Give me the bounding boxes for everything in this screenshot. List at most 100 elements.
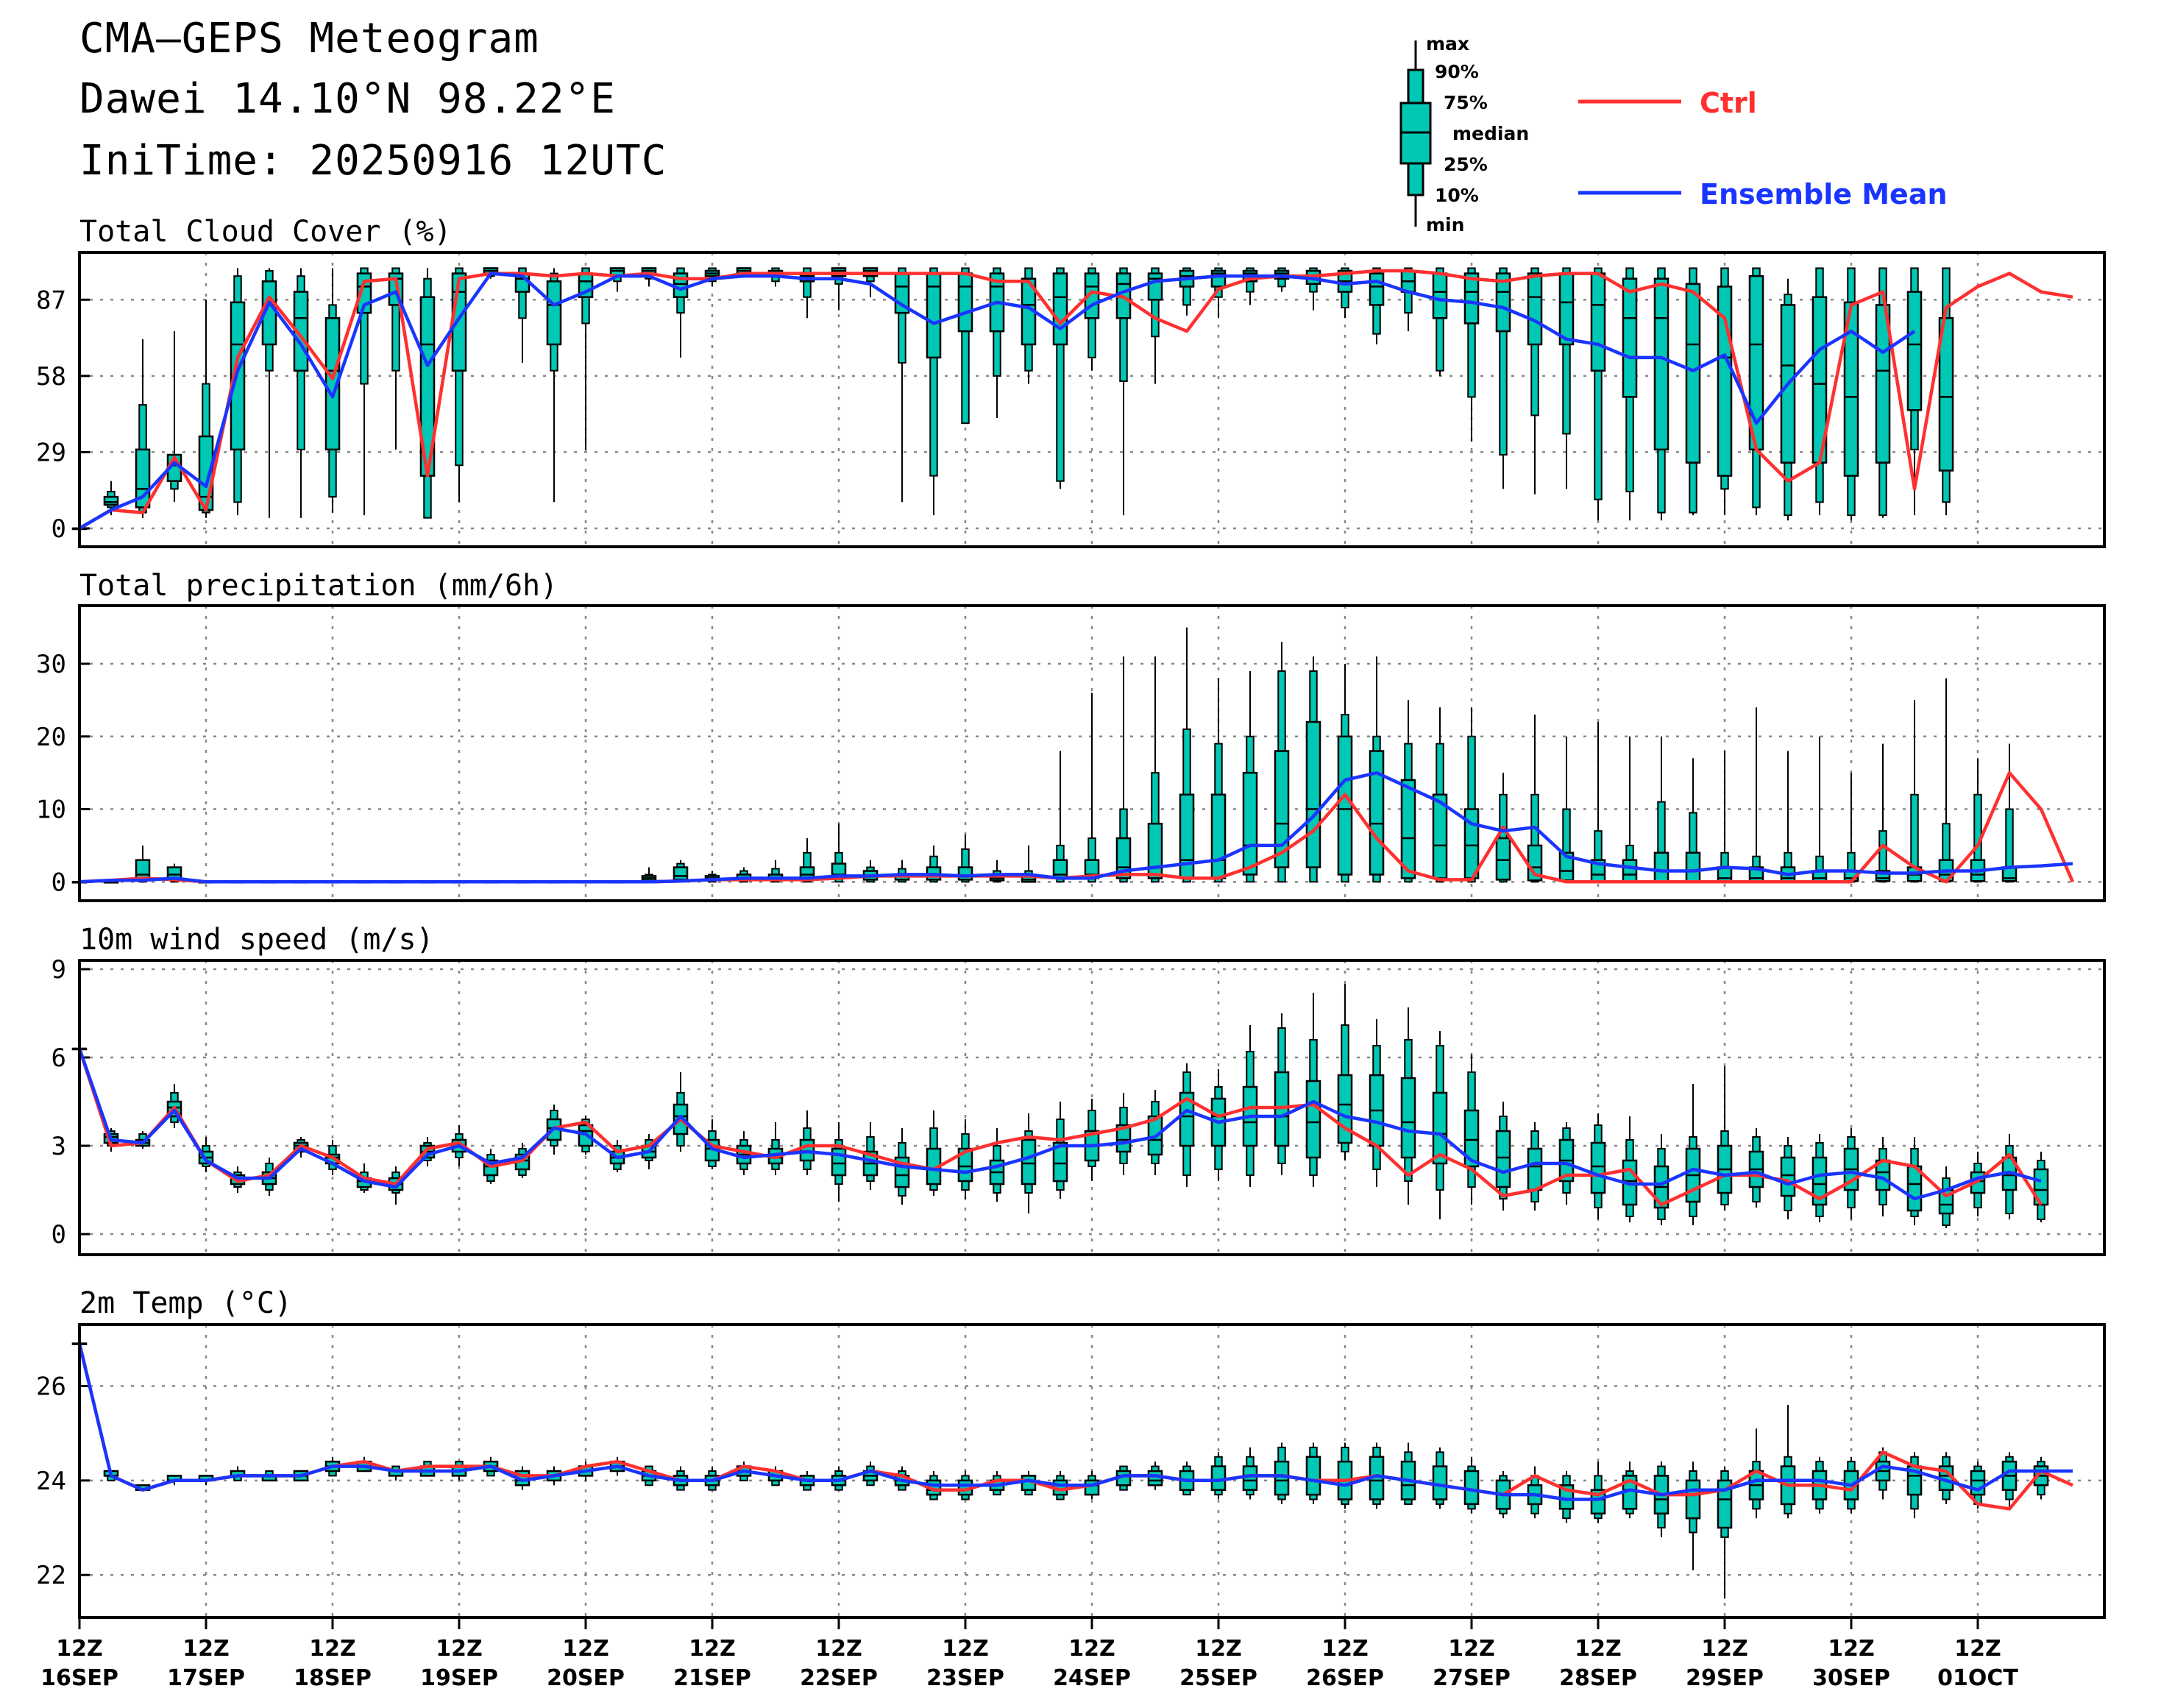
box-precip: [1558, 736, 1575, 883]
box-precip: [2001, 743, 2018, 883]
box-precip: [641, 867, 657, 883]
y-tick-label: 30: [36, 650, 66, 679]
box-cloud: [1115, 267, 1132, 516]
box-inner: [1906, 291, 1923, 411]
box-wind: [1305, 993, 1321, 1187]
box-inner: [1527, 1147, 1543, 1191]
box-outer: [961, 848, 970, 883]
panel-frame: [78, 251, 2106, 548]
box-inner: [1210, 793, 1227, 879]
box-temp: [1748, 1428, 1764, 1519]
box-cloud: [1432, 267, 1448, 376]
panel-cloud: 0 29 58 87: [36, 251, 2106, 548]
box-inner: [1590, 1141, 1606, 1194]
box-inner: [1147, 272, 1163, 301]
ensemble-mean-line-temp: [77, 1343, 2073, 1501]
box-precip: [1179, 627, 1195, 883]
box-cloud: [1653, 267, 1669, 521]
x-tick-label-hour: 12Z: [1195, 1636, 1242, 1662]
chart-legend: max 90% 75% median 25% 10% min Ctrl Ense…: [1399, 33, 1948, 235]
box-inner: [1653, 277, 1669, 451]
x-tick-label-hour: 12Z: [815, 1636, 862, 1662]
box-wind: [1400, 1007, 1416, 1205]
ensemble-mean-line-wind: [77, 1048, 2042, 1201]
legend-max-label: max: [1426, 33, 1469, 54]
box-cloud: [1748, 267, 1764, 516]
box-cloud: [324, 268, 341, 513]
box-inner: [1242, 1465, 1258, 1491]
box-outer: [1499, 267, 1508, 456]
box-precip: [894, 860, 910, 883]
box-temp: [1210, 1452, 1227, 1500]
box-inner: [1432, 1091, 1448, 1165]
box-cloud: [1084, 267, 1100, 371]
box-inner: [1147, 823, 1163, 879]
y-tick-label: 0: [52, 514, 66, 544]
box-precip: [1812, 736, 1828, 883]
panel-title-wind: 10m wind speed (m/s): [79, 923, 434, 957]
panel-temp: 22 24 26: [36, 1323, 2106, 1619]
box-wind: [831, 1122, 847, 1202]
box-inner: [1115, 1124, 1132, 1153]
box-inner: [1780, 1156, 1796, 1197]
box-inner: [1622, 859, 1638, 882]
box-temp: [1875, 1447, 1891, 1500]
y-tick-label: 20: [36, 723, 66, 752]
box-cloud: [799, 267, 815, 319]
box-outer: [1436, 267, 1444, 372]
box-outer: [1119, 267, 1128, 382]
y-tick-label: 0: [52, 868, 66, 897]
box-inner: [1179, 1091, 1195, 1147]
y-tick-label: 87: [36, 286, 66, 315]
ctrl-line-wind: [77, 1048, 2043, 1207]
box-wind: [1052, 1102, 1068, 1199]
x-tick-label-hour: 12Z: [182, 1636, 230, 1662]
legend-p90-label: 90%: [1435, 61, 1479, 82]
box-outer: [391, 267, 400, 372]
box-cloud: [1938, 267, 1954, 516]
panel-title-cloud: Total Cloud Cover (%): [79, 215, 452, 249]
box-cloud: [1052, 267, 1068, 489]
box-inner: [103, 495, 119, 506]
ensemble-mean-line-precip: [79, 770, 2073, 884]
y-tick-label: 0: [52, 1220, 66, 1250]
page-title: CMA—GEPS Meteogram: [79, 15, 539, 63]
box-temp: [1274, 1442, 1290, 1504]
box-wind: [1021, 1113, 1037, 1213]
box-cloud: [1147, 267, 1163, 384]
box-precip: [1210, 678, 1227, 883]
x-tick-label-hour: 12Z: [1448, 1636, 1495, 1662]
box-precip: [1527, 715, 1543, 883]
x-tick-label-hour: 12Z: [689, 1636, 736, 1662]
box-precip: [989, 860, 1005, 883]
x-tick-label-hour: 12Z: [1701, 1636, 1748, 1662]
box-precip: [1400, 700, 1416, 883]
box-outer: [898, 267, 906, 364]
box-temp: [2001, 1452, 2018, 1509]
box-cloud: [1812, 267, 1828, 516]
box-inner: [1337, 1074, 1353, 1144]
box-wind: [1463, 1055, 1480, 1205]
box-inner: [1685, 851, 1701, 882]
box-wind: [673, 1072, 689, 1152]
box-cloud: [1369, 267, 1385, 344]
box-outer: [961, 267, 970, 425]
location-label: Dawei 14.10°N 98.22°E: [79, 75, 617, 123]
box-temp: [1242, 1447, 1258, 1500]
box-inner: [1432, 272, 1448, 319]
y-tick-label: 29: [36, 438, 66, 467]
box-precip: [1242, 670, 1258, 883]
box-precip: [673, 860, 689, 883]
box-wind: [2033, 1152, 2049, 1222]
box-precip: [1084, 692, 1100, 883]
x-tick-label-date: 28SEP: [1559, 1665, 1637, 1691]
box-outer: [929, 267, 938, 477]
box-cloud: [166, 331, 182, 503]
box-temp: [1400, 1442, 1416, 1505]
box-inner: [1337, 735, 1353, 876]
box-precip: [1748, 707, 1764, 883]
box-inner: [1463, 1470, 1480, 1506]
box-cloud: [1463, 267, 1480, 442]
panel-precip: 0 10 20 30: [36, 604, 2106, 902]
